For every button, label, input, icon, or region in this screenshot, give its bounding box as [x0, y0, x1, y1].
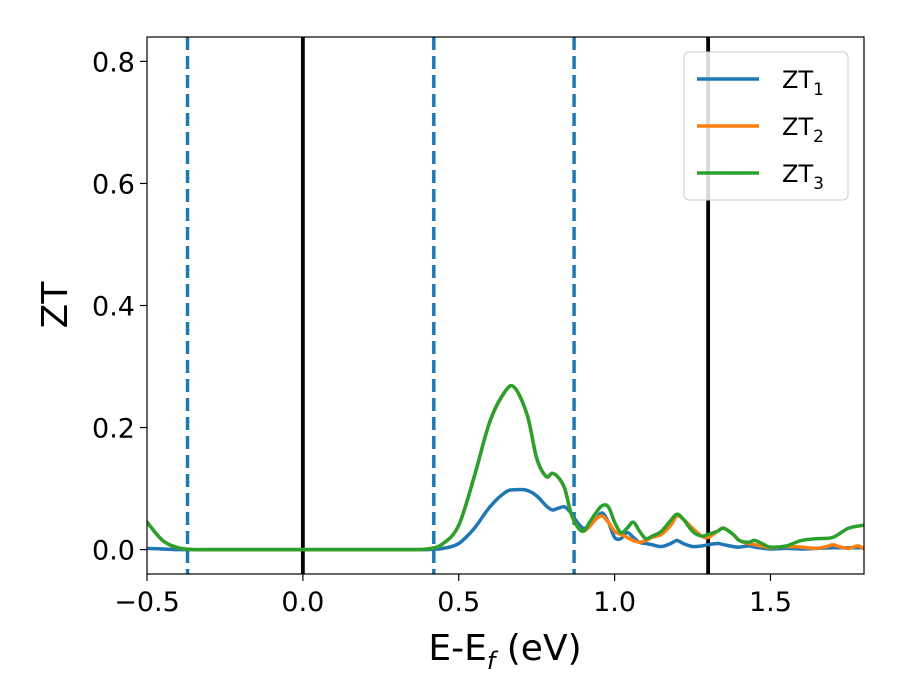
- x-axis-title-main: E-E: [428, 628, 486, 669]
- x-tick-label: 1.0: [593, 587, 636, 618]
- x-tick-label: 0.0: [281, 587, 324, 618]
- y-axis-title: ZT: [35, 281, 76, 329]
- x-tick-label: 0.5: [437, 587, 480, 618]
- y-tick-label: 0.6: [92, 169, 135, 200]
- y-tick-label: 0.0: [92, 536, 135, 567]
- series-line-zt1: [147, 487, 864, 552]
- legend-items: ZT1 ZT2 ZT3: [697, 66, 824, 194]
- legend-label-1: ZT1: [782, 66, 824, 100]
- x-axis-title-unit: (eV): [495, 628, 581, 669]
- series-lines: [147, 383, 864, 552]
- legend: ZT1 ZT2 ZT3: [683, 51, 849, 201]
- x-tick-label: 1.5: [749, 587, 792, 618]
- legend-box: [683, 51, 849, 201]
- x-axis-ticks: −0.5 0.0 0.5 1.0 1.5: [114, 574, 792, 618]
- y-tick-label: 0.4: [92, 292, 135, 323]
- series-line-zt3: [147, 383, 864, 552]
- legend-label-3: ZT3: [782, 160, 824, 194]
- legend-label-2: ZT2: [782, 113, 824, 147]
- y-axis-ticks: 0.0 0.2 0.4 0.6 0.8: [92, 47, 147, 567]
- x-tick-label: −0.5: [114, 587, 180, 618]
- y-tick-label: 0.2: [92, 414, 135, 445]
- x-axis-title: E-Ef (eV): [428, 628, 581, 675]
- y-tick-label: 0.8: [92, 47, 135, 78]
